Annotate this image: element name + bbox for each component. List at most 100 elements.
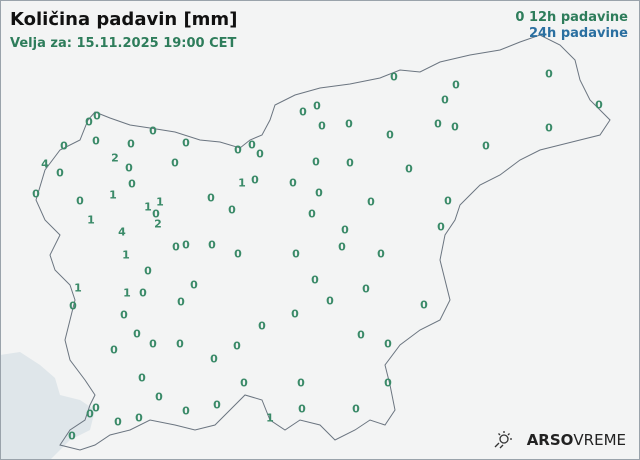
station-value: 0 bbox=[289, 176, 297, 190]
station-value: 0 bbox=[92, 134, 100, 148]
station-value: 0 bbox=[69, 299, 77, 313]
station-value: 0 bbox=[233, 339, 241, 353]
station-value: 0 bbox=[377, 247, 385, 261]
station-value: 0 bbox=[155, 390, 163, 404]
station-value: 0 bbox=[441, 93, 449, 107]
station-value: 0 bbox=[138, 371, 146, 385]
station-value: 0 bbox=[312, 155, 320, 169]
logo-text: ARSOVREME bbox=[527, 431, 626, 449]
station-value: 0 bbox=[56, 166, 64, 180]
station-value: 1 bbox=[238, 176, 246, 190]
station-value: 0 bbox=[341, 223, 349, 237]
station-value: 0 bbox=[93, 109, 101, 123]
legend-item-24h: 24h padavine bbox=[515, 26, 628, 42]
station-value: 0 bbox=[76, 194, 84, 208]
map-title: Količina padavin [mm] bbox=[10, 9, 238, 30]
weather-sun-rain-icon bbox=[494, 431, 512, 449]
station-value: 0 bbox=[451, 120, 459, 134]
station-value: 0 bbox=[311, 273, 319, 287]
station-value: 1 bbox=[156, 195, 164, 209]
station-value: 4 bbox=[118, 225, 126, 239]
station-value: 1 bbox=[74, 281, 82, 295]
station-value: 0 bbox=[545, 67, 553, 81]
station-value: 0 bbox=[390, 70, 398, 84]
station-value: 0 bbox=[291, 307, 299, 321]
station-value: 0 bbox=[292, 247, 300, 261]
station-value: 4 bbox=[41, 157, 49, 171]
station-value: 0 bbox=[210, 352, 218, 366]
station-value: 0 bbox=[345, 117, 353, 131]
station-value: 0 bbox=[297, 376, 305, 390]
station-value: 0 bbox=[208, 238, 216, 252]
station-value: 0 bbox=[152, 207, 160, 221]
station-value: 0 bbox=[128, 177, 136, 191]
station-value: 0 bbox=[308, 207, 316, 221]
station-value: 0 bbox=[357, 328, 365, 342]
station-value: 1 bbox=[123, 286, 131, 300]
station-value: 0 bbox=[133, 327, 141, 341]
station-value: 0 bbox=[172, 240, 180, 254]
station-value: 0 bbox=[86, 407, 94, 421]
station-value: 1 bbox=[122, 248, 130, 262]
station-value: 2 bbox=[111, 151, 119, 165]
arso-logo: ARSOVREME bbox=[493, 431, 626, 449]
station-value: 0 bbox=[171, 156, 179, 170]
station-value: 0 bbox=[114, 415, 122, 429]
station-value: 0 bbox=[313, 99, 321, 113]
station-value: 0 bbox=[452, 78, 460, 92]
station-value: 0 bbox=[326, 294, 334, 308]
station-value: 0 bbox=[318, 119, 326, 133]
station-value: 0 bbox=[315, 186, 323, 200]
station-value: 0 bbox=[135, 411, 143, 425]
station-value: 0 bbox=[437, 220, 445, 234]
station-value: 2 bbox=[154, 217, 162, 231]
station-value: 0 bbox=[346, 156, 354, 170]
station-value: 0 bbox=[92, 401, 100, 415]
logo-light: VREME bbox=[573, 431, 626, 449]
station-value: 0 bbox=[110, 343, 118, 357]
logo-bold: ARSO bbox=[526, 431, 574, 449]
station-value: 0 bbox=[482, 139, 490, 153]
legend-item-12h: 0 12h padavine bbox=[515, 10, 628, 26]
station-value: 0 bbox=[228, 203, 236, 217]
station-value: 1 bbox=[144, 200, 152, 214]
station-value: 0 bbox=[384, 376, 392, 390]
station-value: 0 bbox=[149, 337, 157, 351]
legend-label-12h: 12h padavine bbox=[528, 10, 628, 25]
station-value: 0 bbox=[256, 147, 264, 161]
station-value: 0 bbox=[299, 105, 307, 119]
station-value: 1 bbox=[87, 213, 95, 227]
station-value: 0 bbox=[420, 298, 428, 312]
station-value: 0 bbox=[240, 376, 248, 390]
station-value: 0 bbox=[177, 295, 185, 309]
station-value: 0 bbox=[258, 319, 266, 333]
station-value: 0 bbox=[352, 402, 360, 416]
station-value: 0 bbox=[213, 398, 221, 412]
station-value: 0 bbox=[405, 162, 413, 176]
legend-label-24h: 24h padavine bbox=[528, 26, 628, 41]
station-value: 0 bbox=[298, 402, 306, 416]
station-value: 0 bbox=[32, 187, 40, 201]
station-value: 0 bbox=[384, 337, 392, 351]
legend-marker: 0 bbox=[515, 10, 525, 25]
station-value: 0 bbox=[386, 128, 394, 142]
station-value: 1 bbox=[266, 411, 274, 425]
station-value: 0 bbox=[68, 429, 76, 443]
station-value: 0 bbox=[444, 194, 452, 208]
station-value: 0 bbox=[251, 173, 259, 187]
station-value: 0 bbox=[234, 143, 242, 157]
station-value: 0 bbox=[434, 117, 442, 131]
station-value: 0 bbox=[125, 161, 133, 175]
station-value: 0 bbox=[362, 282, 370, 296]
station-value: 0 bbox=[545, 121, 553, 135]
station-value: 0 bbox=[595, 98, 603, 112]
station-value: 1 bbox=[109, 188, 117, 202]
station-value: 0 bbox=[182, 136, 190, 150]
station-value: 0 bbox=[85, 115, 93, 129]
station-value: 0 bbox=[127, 137, 135, 151]
station-value: 0 bbox=[207, 191, 215, 205]
station-value: 0 bbox=[182, 404, 190, 418]
station-value: 0 bbox=[144, 264, 152, 278]
station-value: 0 bbox=[176, 337, 184, 351]
station-value: 0 bbox=[139, 286, 147, 300]
